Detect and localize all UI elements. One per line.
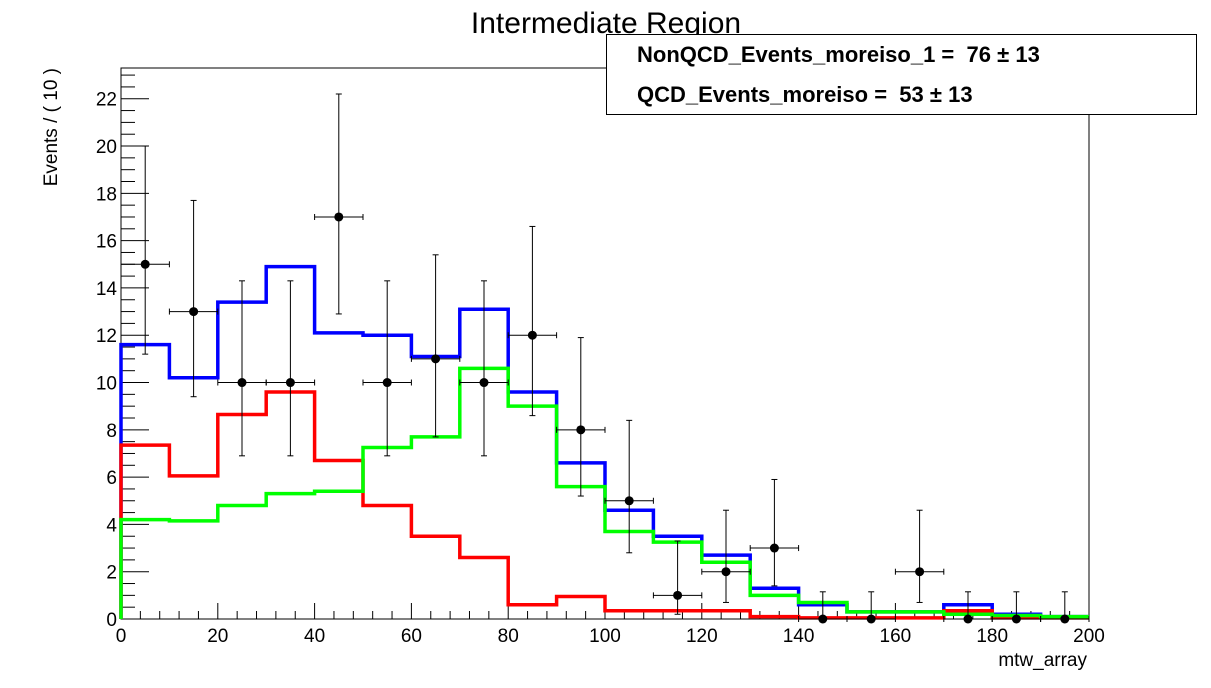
data-marker xyxy=(769,543,779,553)
x-tick-label: 20 xyxy=(207,626,228,647)
data-marker xyxy=(915,567,925,577)
data-point xyxy=(749,478,800,587)
legend-entry-nonqcd: NonQCD_Events_moreiso_1 = 76 ± 13 xyxy=(637,42,1040,68)
x-tick-label: 180 xyxy=(976,626,1008,647)
y-tick-label: 22 xyxy=(96,90,117,111)
y-tick-label: 18 xyxy=(96,184,117,205)
data-marker xyxy=(866,614,876,624)
data-point xyxy=(217,280,267,457)
plus-minus-icon: ± xyxy=(997,42,1010,67)
data-marker xyxy=(237,378,247,388)
x-tick-label: 160 xyxy=(880,626,912,647)
data-marker xyxy=(818,614,828,624)
data-point xyxy=(943,591,993,624)
data-marker xyxy=(334,212,344,222)
legend-entry-qcd: QCD_Events_moreiso = 53 ± 13 xyxy=(637,82,973,108)
x-tick-label: 40 xyxy=(304,626,325,647)
data-point xyxy=(894,509,945,603)
legend-error: 13 xyxy=(948,82,973,107)
data-marker xyxy=(721,567,731,577)
y-axis: 0 2 4 6 8 10 12 14 16 18 20 22 xyxy=(96,74,149,631)
data-point xyxy=(798,591,848,624)
data-marker xyxy=(431,354,441,364)
data-marker xyxy=(527,330,537,340)
data-marker xyxy=(285,378,295,388)
data-marker xyxy=(624,496,634,506)
data-point xyxy=(507,225,558,417)
data-point xyxy=(362,280,412,457)
data-marker xyxy=(1060,614,1070,624)
legend-label: QCD_Events_moreiso = xyxy=(637,82,888,107)
y-tick-label: 14 xyxy=(96,279,118,300)
plus-minus-icon: ± xyxy=(929,82,942,107)
data-marker xyxy=(479,378,489,388)
data-point xyxy=(314,93,364,315)
x-tick-label: 60 xyxy=(401,626,422,647)
data-marker xyxy=(963,614,973,624)
data-point xyxy=(701,509,751,603)
data-point xyxy=(265,280,316,457)
y-tick-label: 20 xyxy=(96,137,117,158)
data-marker xyxy=(189,307,199,317)
legend: NonQCD_Events_moreiso_1 = 76 ± 13 QCD_Ev… xyxy=(606,34,1197,115)
y-tick-label: 10 xyxy=(96,374,117,395)
x-axis-label: mtw_array xyxy=(998,650,1087,671)
x-tick-label: 140 xyxy=(783,626,815,647)
legend-value: 76 xyxy=(966,42,991,67)
legend-error: 13 xyxy=(1015,42,1040,67)
y-tick-label: 12 xyxy=(96,326,117,347)
data-marker xyxy=(576,425,586,435)
legend-value: 53 xyxy=(899,82,924,107)
data-point xyxy=(168,199,219,398)
y-tick-label: 2 xyxy=(106,563,117,584)
x-tick-label: 0 xyxy=(116,626,127,647)
data-point xyxy=(410,254,461,438)
x-tick-label: 100 xyxy=(589,626,621,647)
y-tick-label: 8 xyxy=(106,421,117,442)
series-layer xyxy=(119,264,1089,620)
y-tick-label: 16 xyxy=(96,232,117,253)
data-point xyxy=(556,337,606,497)
data-points xyxy=(120,93,1090,624)
y-tick-label: 6 xyxy=(106,468,117,489)
y-tick-label: 0 xyxy=(106,610,117,631)
legend-label: NonQCD_Events_moreiso_1 = xyxy=(637,42,955,67)
data-marker xyxy=(382,378,392,388)
y-axis-label: Events / ( 10 ) xyxy=(41,68,62,186)
x-tick-label: 200 xyxy=(1073,626,1105,647)
series-line-2 xyxy=(119,390,1089,620)
x-tick-label: 120 xyxy=(686,626,718,647)
data-point xyxy=(652,540,703,615)
data-point xyxy=(1040,591,1090,624)
plot-frame xyxy=(120,67,1090,620)
data-marker xyxy=(673,590,683,600)
data-point xyxy=(120,145,170,355)
x-axis: 0 20 40 60 80 100 120 140 160 180 200 xyxy=(116,603,1105,647)
data-marker xyxy=(140,259,150,269)
data-marker xyxy=(1011,614,1021,624)
data-point xyxy=(604,419,654,554)
series-line-1 xyxy=(119,264,1089,619)
data-point xyxy=(459,280,509,457)
data-point xyxy=(991,591,1042,624)
x-tick-label: 80 xyxy=(498,626,519,647)
y-tick-label: 4 xyxy=(106,515,117,536)
data-point xyxy=(846,591,896,624)
